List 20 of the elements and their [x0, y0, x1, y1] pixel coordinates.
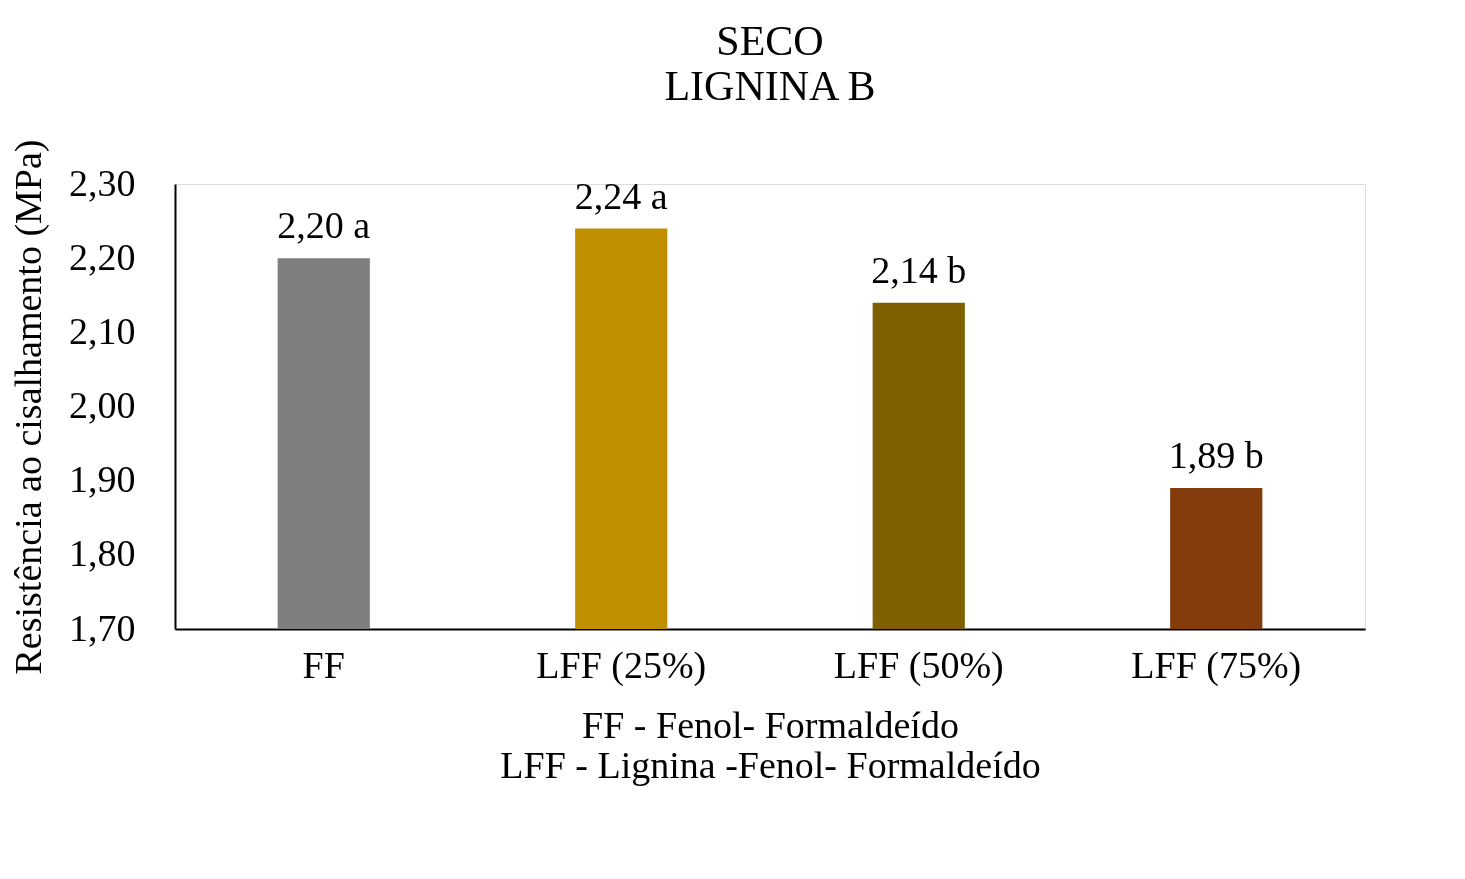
chart-title: SECO — [716, 18, 824, 64]
text: LFF - Lignina -Fenol- Formaldeído — [500, 743, 1041, 786]
data-label: 1,89 b — [1168, 434, 1264, 477]
y-tick-label: 1,80 — [69, 532, 136, 575]
y-tick-label: 2,20 — [69, 235, 136, 278]
x-tick-label: LFF (25%) — [536, 643, 707, 687]
data-label: 2,20 a — [277, 204, 371, 247]
y-tick-label: 2,30 — [69, 161, 136, 204]
y-tick-label: 1,90 — [69, 458, 136, 501]
chart-subtitle: LIGNINA B — [664, 63, 876, 109]
data-label: 2,14 b — [871, 248, 967, 291]
x-tick-label: LFF (50%) — [833, 643, 1004, 687]
x-tick-label: LFF (75%) — [1131, 643, 1302, 687]
y-tick-label: 2,10 — [69, 309, 136, 352]
y-tick-label: 1,70 — [69, 606, 136, 649]
y-axis-title: Resistência ao cisalhamento (MPa) — [7, 139, 50, 675]
data-label: 2,24 a — [574, 174, 668, 217]
text: FF - Fenol- Formaldeído — [582, 703, 959, 746]
y-tick-label: 2,00 — [69, 384, 136, 426]
x-tick-label: FF — [302, 643, 345, 686]
